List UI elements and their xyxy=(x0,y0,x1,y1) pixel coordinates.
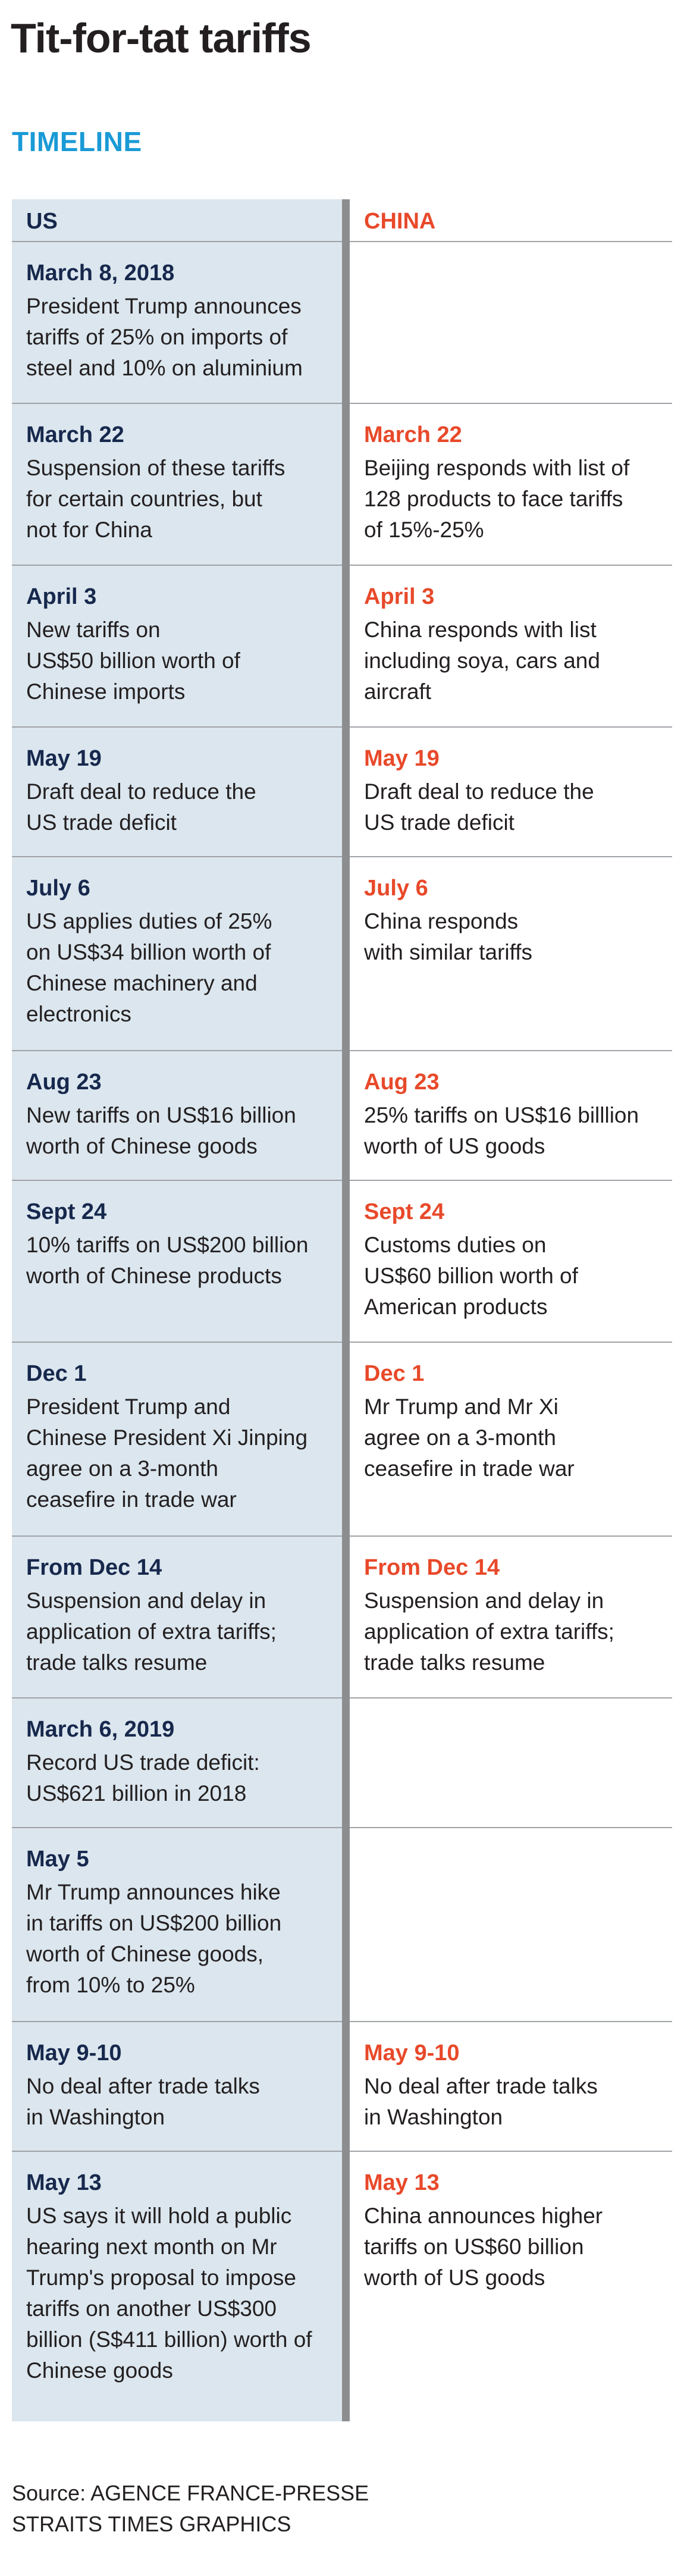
china-event-date: From Dec 14 xyxy=(364,1555,500,1580)
timeline-heading: TIMELINE xyxy=(12,126,142,157)
china-event-text: China announces higher tariffs on US$60 … xyxy=(364,2204,603,2290)
china-event-date: March 22 xyxy=(364,422,462,447)
us-event-text: President Trump and Chinese President Xi… xyxy=(26,1394,308,1512)
us-event-date: Dec 1 xyxy=(26,1361,87,1386)
us-event-date: May 13 xyxy=(26,2170,102,2195)
graphics-credit: STRAITS TIMES GRAPHICS xyxy=(12,2512,291,2536)
page-title: Tit-for-tat tariffs xyxy=(11,15,312,61)
china-event: May 13 China announces higher tariffs on… xyxy=(350,2152,672,2293)
us-event-date: March 6, 2019 xyxy=(26,1717,175,1742)
china-event: Aug 23 25% tariffs on US$16 billlion wor… xyxy=(350,1051,672,1162)
china-column-header: CHINA xyxy=(364,209,436,234)
us-event-date: May 19 xyxy=(26,746,102,771)
china-event: July 6 China responds with similar tarif… xyxy=(350,857,672,968)
china-event-text: Draft deal to reduce the US trade defici… xyxy=(364,779,594,835)
us-event: March 22 Suspension of these tariffs for… xyxy=(12,404,342,546)
timeline-row: Aug 23 New tariffs on US$16 billion wort… xyxy=(12,1051,672,1181)
us-event-date: March 22 xyxy=(26,422,124,447)
us-event-text: 10% tariffs on US$200 billion worth of C… xyxy=(26,1233,309,1288)
us-event-date: Sept 24 xyxy=(26,1199,107,1224)
china-event: March 22 Beijing responds with list of 1… xyxy=(350,404,672,546)
china-event: April 3 China responds with list includi… xyxy=(350,566,672,707)
china-event-text: Customs duties on US$60 billion worth of… xyxy=(364,1233,578,1319)
china-event-text: No deal after trade talks in Washington xyxy=(364,2074,598,2129)
china-event: May 19 Draft deal to reduce the US trade… xyxy=(350,728,672,838)
china-event-date: July 6 xyxy=(364,876,428,901)
us-event: March 6, 2019 Record US trade deficit: U… xyxy=(12,1698,342,1809)
timeline-row: March 6, 2019 Record US trade deficit: U… xyxy=(12,1698,672,1828)
china-event: Dec 1 Mr Trump and Mr Xi agree on a 3-mo… xyxy=(350,1343,672,1484)
china-event xyxy=(350,1698,672,1716)
us-event-date: April 3 xyxy=(26,584,97,609)
us-event-text: Suspension and delay in application of e… xyxy=(26,1588,277,1675)
timeline-row: Sept 24 10% tariffs on US$200 billion wo… xyxy=(12,1181,672,1343)
china-event-date: April 3 xyxy=(364,584,435,609)
us-event: March 8, 2018 President Trump announces … xyxy=(12,242,342,384)
us-event: Aug 23 New tariffs on US$16 billion wort… xyxy=(12,1051,342,1162)
us-event-date: March 8, 2018 xyxy=(26,261,175,286)
china-event-text: Mr Trump and Mr Xi agree on a 3-month ce… xyxy=(364,1394,575,1481)
footer: Source: AGENCE FRANCE-PRESSE STRAITS TIM… xyxy=(12,2478,369,2540)
china-event-date: Sept 24 xyxy=(364,1199,445,1224)
china-column-background xyxy=(350,199,672,2421)
source-credit: Source: AGENCE FRANCE-PRESSE xyxy=(12,2481,369,2505)
us-event: July 6 US applies duties of 25% on US$34… xyxy=(12,857,342,1030)
us-event-date: July 6 xyxy=(26,876,90,901)
us-event-text: US applies duties of 25% on US$34 billio… xyxy=(26,909,272,1026)
china-event-date: May 9-10 xyxy=(364,2041,460,2066)
us-event-text: Suspension of these tariffs for certain … xyxy=(26,456,285,542)
china-event xyxy=(350,1828,672,1846)
timeline-row: March 22 Suspension of these tariffs for… xyxy=(12,404,672,566)
us-event: Sept 24 10% tariffs on US$200 billion wo… xyxy=(12,1181,342,1292)
timeline-row: From Dec 14 Suspension and delay in appl… xyxy=(12,1537,672,1698)
us-event: May 9-10 No deal after trade talks in Wa… xyxy=(12,2022,342,2133)
us-event-text: Mr Trump announces hike in tariffs on US… xyxy=(26,1880,282,1997)
us-event: May 5 Mr Trump announces hike in tariffs… xyxy=(12,1828,342,2001)
china-event: From Dec 14 Suspension and delay in appl… xyxy=(350,1537,672,1678)
china-event-text: Beijing responds with list of 128 produc… xyxy=(364,456,630,542)
china-event: May 9-10 No deal after trade talks in Wa… xyxy=(350,2022,672,2133)
us-event-text: Record US trade deficit: US$621 billion … xyxy=(26,1750,260,1806)
timeline-row: May 5 Mr Trump announces hike in tariffs… xyxy=(12,1828,672,2022)
china-event-date: Aug 23 xyxy=(364,1070,440,1095)
china-event-date: May 19 xyxy=(364,746,440,771)
china-event: Sept 24 Customs duties on US$60 billion … xyxy=(350,1181,672,1323)
us-column-header: US xyxy=(26,209,58,234)
us-event-date: May 9-10 xyxy=(26,2041,122,2066)
us-event: April 3 New tariffs on US$50 billion wor… xyxy=(12,566,342,707)
us-event: From Dec 14 Suspension and delay in appl… xyxy=(12,1537,342,1678)
china-event-date: May 13 xyxy=(364,2170,440,2195)
china-event-date: Dec 1 xyxy=(364,1361,425,1386)
timeline-row: Dec 1 President Trump and Chinese Presid… xyxy=(12,1343,672,1537)
us-event-text: US says it will hold a public hearing ne… xyxy=(26,2204,312,2383)
timeline-row: May 13 US says it will hold a public hea… xyxy=(12,2152,672,2421)
us-event-date: Aug 23 xyxy=(26,1070,102,1095)
us-event-text: New tariffs on US$16 billion worth of Ch… xyxy=(26,1103,296,1158)
us-event-date: From Dec 14 xyxy=(26,1555,162,1580)
china-event-text: Suspension and delay in application of e… xyxy=(364,1588,614,1675)
timeline-row: April 3 New tariffs on US$50 billion wor… xyxy=(12,566,672,728)
china-event-text: 25% tariffs on US$16 billlion worth of U… xyxy=(364,1103,639,1158)
us-column-background xyxy=(12,199,342,2421)
timeline-row: May 19 Draft deal to reduce the US trade… xyxy=(12,728,672,857)
us-column-header-cell: US xyxy=(12,199,342,235)
china-event xyxy=(350,242,672,260)
timeline-table: US CHINA March 8, 2018 President Trump a… xyxy=(12,199,672,2421)
us-event-date: May 5 xyxy=(26,1847,89,1872)
china-event-text: China responds with similar tariffs xyxy=(364,909,533,964)
china-event-text: China responds with list including soya,… xyxy=(364,618,600,704)
us-event: May 19 Draft deal to reduce the US trade… xyxy=(12,728,342,838)
us-event: Dec 1 President Trump and Chinese Presid… xyxy=(12,1343,342,1515)
us-event-text: Draft deal to reduce the US trade defici… xyxy=(26,779,256,835)
china-column-header-cell: CHINA xyxy=(350,199,672,235)
us-event-text: No deal after trade talks in Washington xyxy=(26,2074,260,2129)
us-event-text: President Trump announces tariffs of 25%… xyxy=(26,294,303,380)
us-event: May 13 US says it will hold a public hea… xyxy=(12,2152,342,2386)
us-event-text: New tariffs on US$50 billion worth of Ch… xyxy=(26,618,240,704)
column-divider xyxy=(342,199,350,2421)
